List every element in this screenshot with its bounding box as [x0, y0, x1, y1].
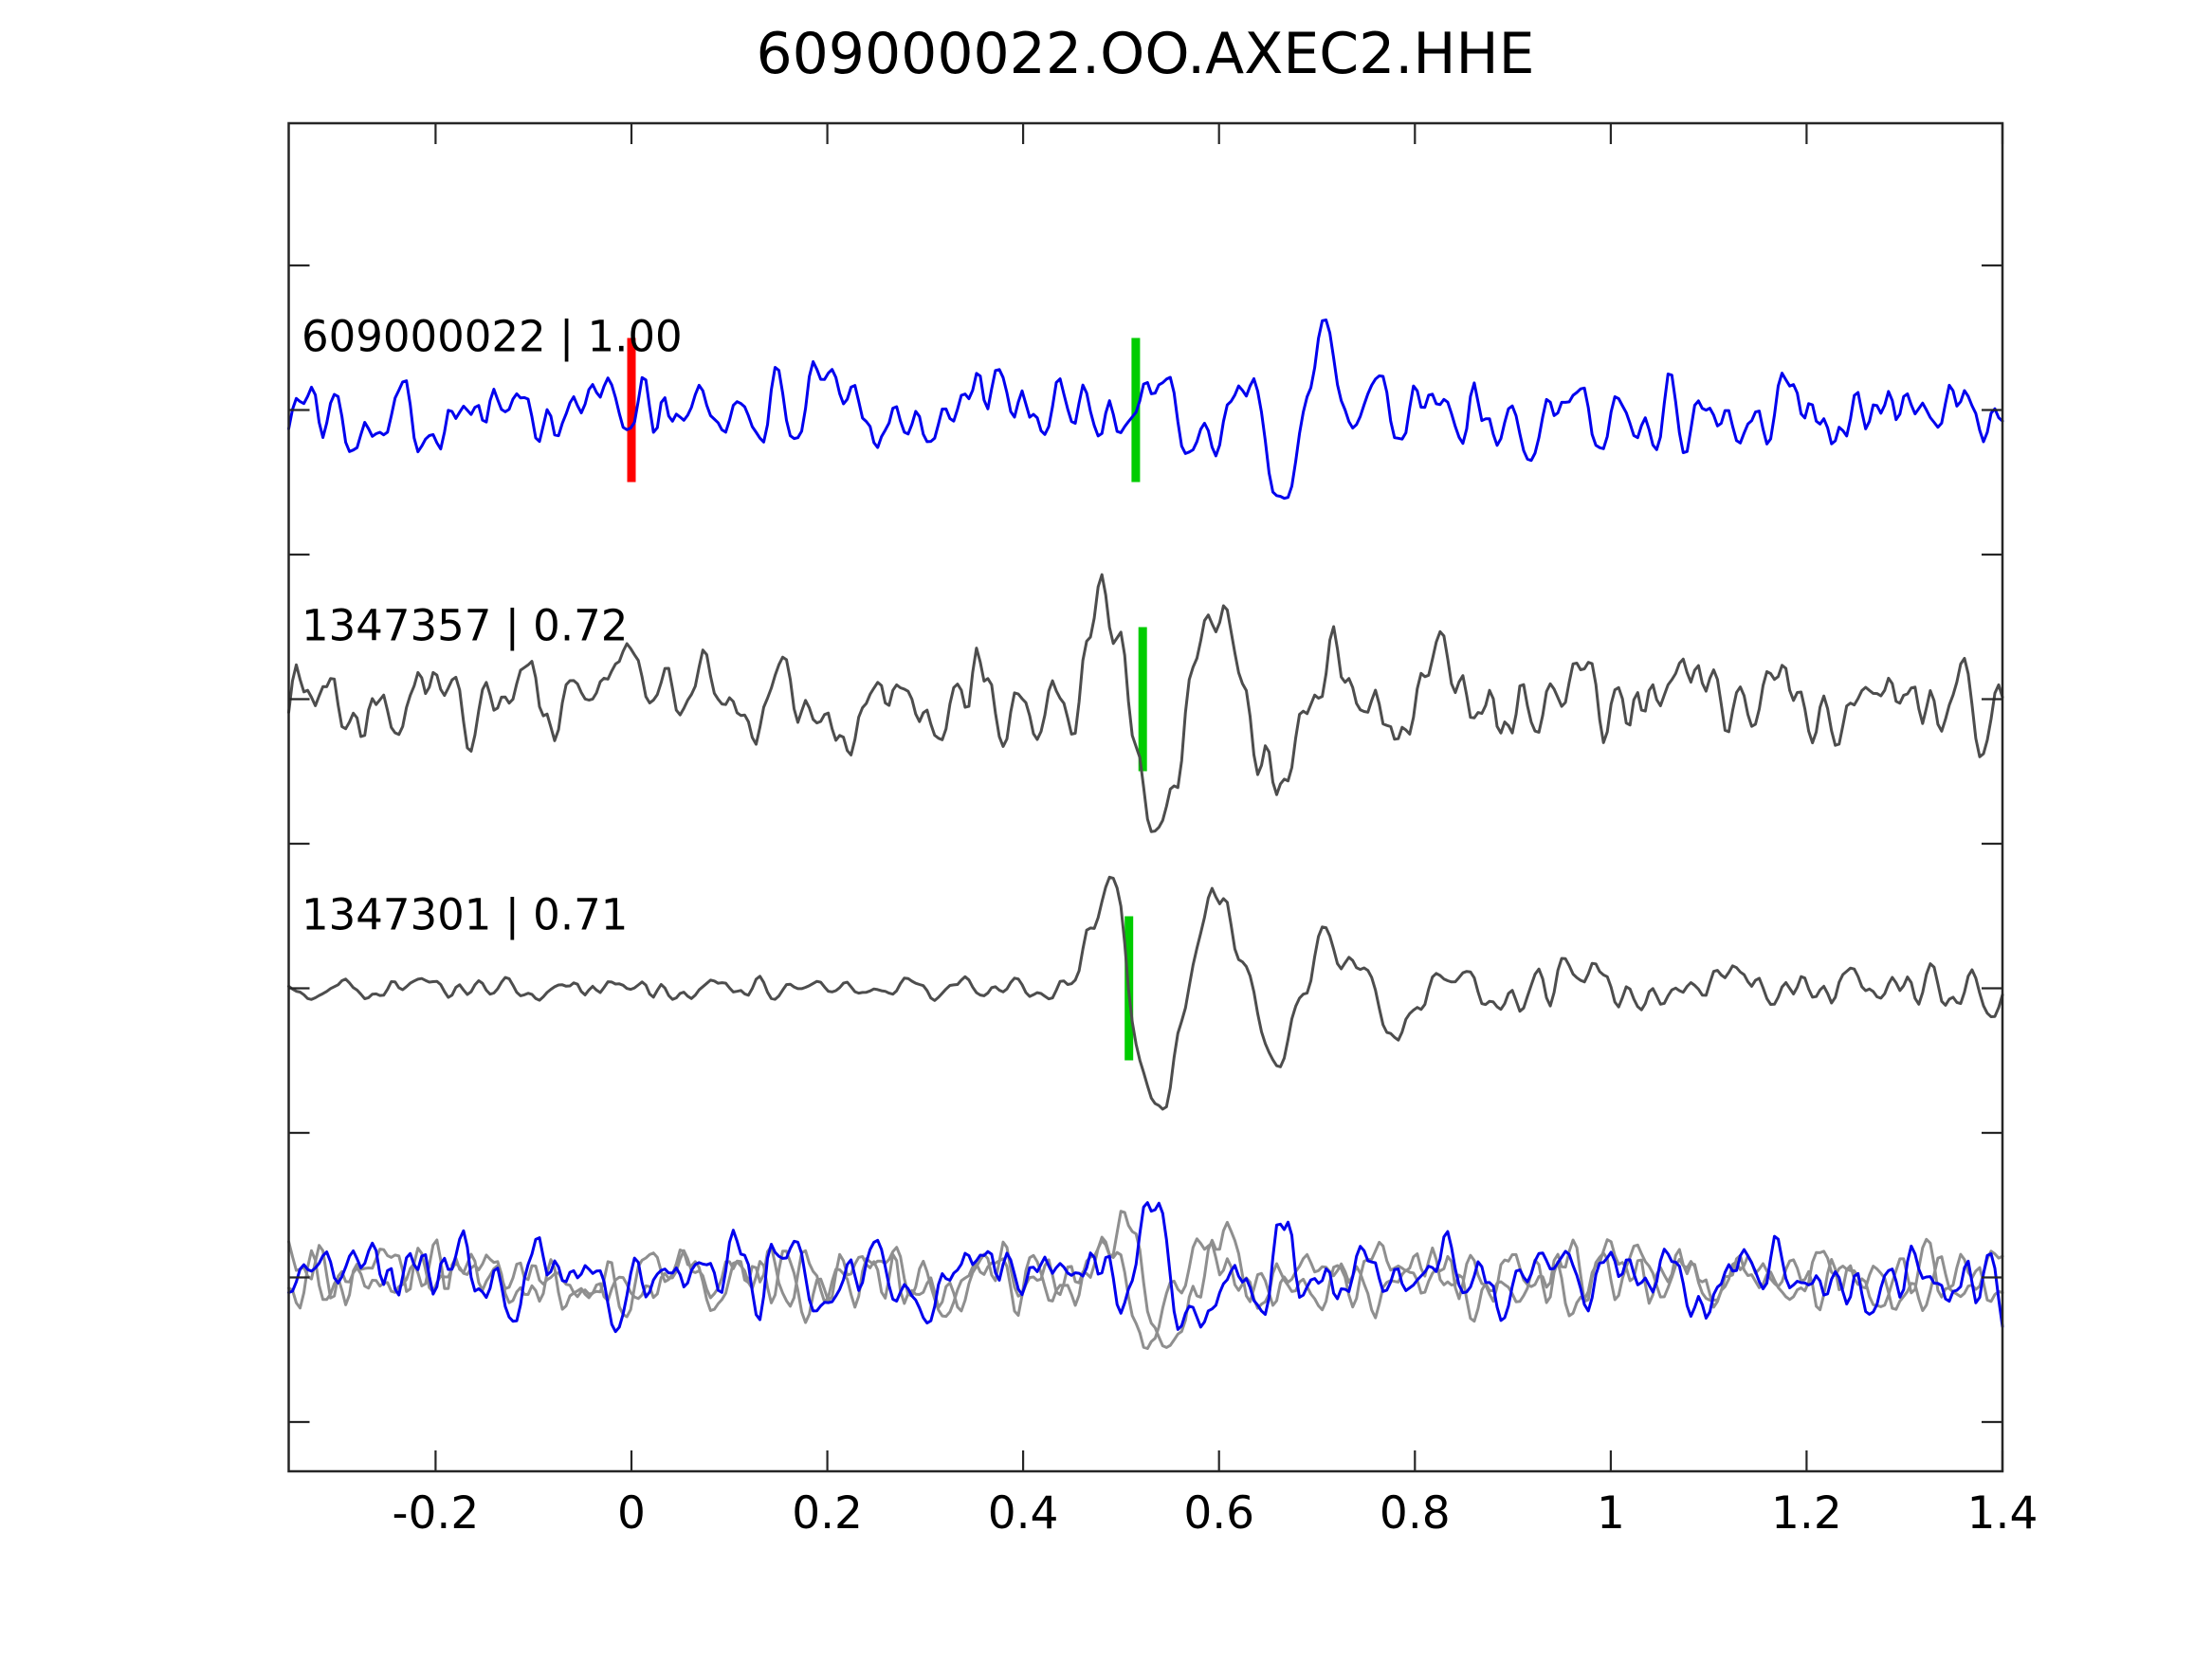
trace-label-1347301: 1347301 | 0.71: [302, 890, 628, 940]
figure-title: 609000022.OO.AXEC2.HHE: [756, 21, 1535, 87]
pick-marker-1347357: [1138, 627, 1147, 772]
x-tick-label: -0.2: [393, 1487, 480, 1540]
x-tick-labels: -0.2 0 0.2 0.4 0.6 0.8 1 1.2 1.4: [393, 1487, 2038, 1540]
x-tick-label: 0.2: [792, 1487, 863, 1540]
waveform-trace-overlay-detection: [287, 1201, 2004, 1334]
origin-time-marker: [627, 337, 636, 483]
waveform-trace-overlay-template-2: [287, 1210, 2004, 1349]
waveform-trace-609000022: [287, 319, 2004, 501]
waveform-trace-1347301: [287, 875, 2004, 1111]
x-tick-label: 1.4: [1967, 1487, 2038, 1540]
trace-label-609000022: 609000022 | 1.00: [302, 312, 683, 362]
trace-label-1347357: 1347357 | 0.72: [302, 601, 628, 651]
x-tick-label: 0.8: [1380, 1487, 1451, 1540]
x-tick-label: 0.6: [1183, 1487, 1254, 1540]
plot-border: [287, 121, 2004, 1473]
x-tick-label: 1: [1597, 1487, 1625, 1540]
waveform-trace-1347357: [287, 573, 2004, 833]
x-tick-label: 1.2: [1771, 1487, 1842, 1540]
pick-markers: [627, 337, 1147, 1061]
x-tick-label: 0: [617, 1487, 646, 1540]
trace-labels: 609000022 | 1.00 1347357 | 0.72 1347301 | …: [302, 312, 683, 940]
waveform-traces: [287, 319, 2004, 1350]
x-tick-label: 0.4: [988, 1487, 1059, 1540]
